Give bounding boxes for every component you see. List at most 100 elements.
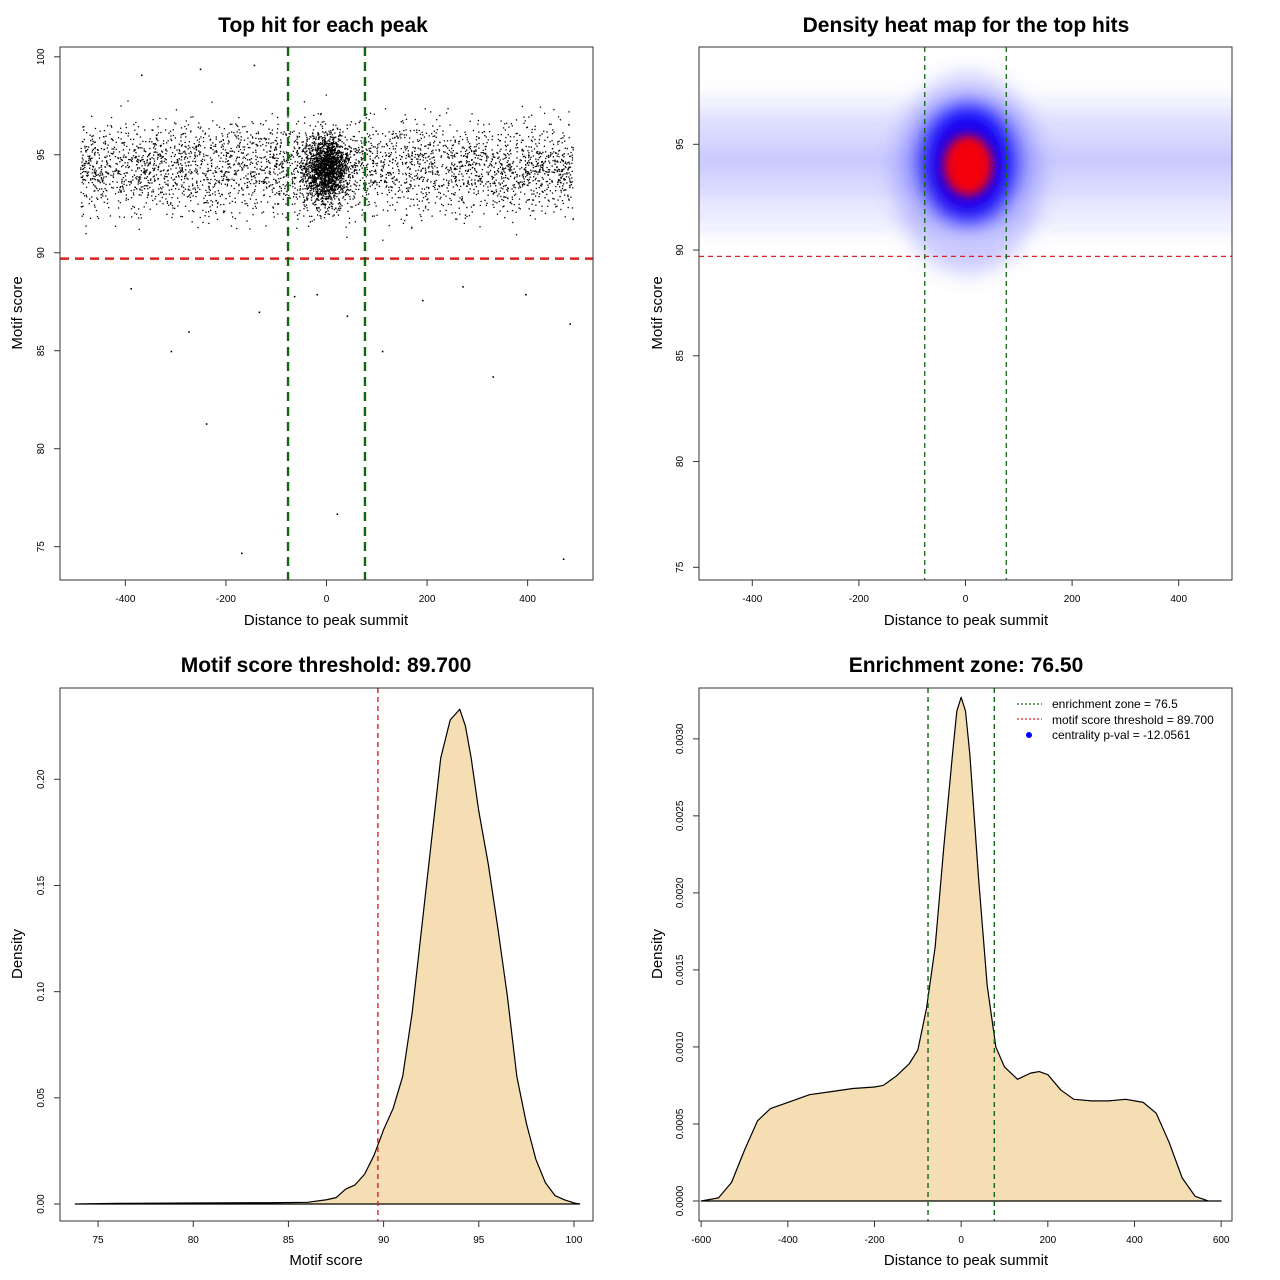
- data-point: [318, 211, 320, 213]
- data-point: [380, 169, 382, 171]
- data-point: [296, 141, 299, 144]
- data-point: [452, 193, 455, 195]
- data-point: [409, 137, 411, 139]
- data-point: [357, 150, 360, 152]
- data-point: [296, 150, 299, 152]
- data-point: [466, 156, 468, 158]
- data-point: [317, 196, 320, 198]
- data-point: [277, 174, 279, 176]
- data-point: [100, 170, 102, 173]
- data-point: [91, 181, 93, 184]
- data-point: [160, 150, 163, 152]
- data-point: [194, 152, 196, 154]
- data-point: [97, 180, 99, 182]
- data-point: [454, 167, 457, 170]
- data-point: [310, 183, 312, 185]
- data-point: [157, 132, 160, 134]
- data-point: [143, 187, 146, 190]
- data-point: [114, 170, 116, 172]
- data-point: [389, 140, 391, 142]
- data-point: [436, 196, 438, 198]
- data-point: [424, 145, 426, 147]
- data-point: [230, 225, 233, 227]
- data-point: [313, 162, 315, 164]
- data-point: [104, 166, 107, 168]
- data-point: [386, 194, 389, 196]
- data-point: [221, 193, 223, 195]
- data-point: [171, 204, 174, 207]
- data-point: [303, 201, 306, 203]
- data-point: [255, 182, 257, 184]
- data-point: [327, 150, 329, 152]
- data-point: [318, 199, 320, 201]
- data-point: [535, 160, 538, 163]
- data-point: [407, 166, 410, 168]
- data-point: [459, 213, 461, 215]
- data-point: [402, 222, 405, 224]
- data-point: [101, 172, 104, 175]
- data-point: [265, 158, 268, 160]
- data-point: [320, 151, 323, 153]
- data-point: [177, 162, 179, 164]
- data-point: [334, 188, 337, 190]
- data-point: [221, 144, 223, 146]
- data-point: [101, 160, 103, 162]
- data-point: [548, 156, 550, 158]
- data-point: [505, 155, 507, 157]
- data-point: [149, 138, 151, 140]
- data-point: [108, 155, 111, 157]
- data-point: [320, 177, 322, 179]
- data-point: [467, 153, 469, 155]
- data-point: [502, 167, 504, 169]
- data-point: [263, 189, 265, 191]
- data-point: [500, 187, 502, 189]
- data-point: [319, 214, 321, 217]
- data-point: [308, 165, 311, 167]
- data-point: [206, 176, 208, 179]
- data-point: [372, 174, 374, 176]
- data-point: [279, 172, 281, 174]
- data-point: [452, 150, 454, 152]
- data-point: [123, 183, 125, 186]
- data-point: [166, 150, 168, 152]
- data-point: [246, 177, 248, 180]
- data-point: [269, 195, 271, 198]
- data-point: [89, 134, 91, 136]
- data-point: [432, 125, 434, 127]
- data-point: [322, 147, 324, 150]
- data-point: [298, 147, 300, 150]
- data-point: [387, 210, 389, 212]
- data-point: [324, 169, 326, 171]
- data-point: [389, 204, 391, 207]
- data-point: [344, 166, 347, 168]
- data-point: [279, 150, 282, 153]
- data-point: [189, 147, 191, 149]
- data-point: [525, 164, 527, 166]
- data-point: [96, 215, 99, 218]
- data-point: [149, 171, 152, 174]
- data-point: [479, 154, 481, 156]
- data-point: [330, 151, 332, 153]
- data-point: [302, 188, 304, 190]
- data-point: [158, 183, 161, 186]
- data-point: [342, 197, 344, 199]
- data-point: [291, 131, 294, 133]
- data-point: [200, 126, 202, 128]
- data-point: [477, 179, 480, 182]
- data-point: [487, 139, 489, 141]
- data-point: [434, 173, 437, 175]
- data-point: [319, 147, 322, 149]
- data-point: [356, 171, 358, 174]
- data-point: [311, 215, 313, 218]
- data-point: [285, 203, 287, 205]
- data-point: [338, 185, 340, 187]
- data-point: [138, 180, 141, 182]
- data-point: [497, 171, 500, 173]
- data-point: [259, 168, 262, 171]
- data-point: [265, 177, 267, 179]
- data-point: [499, 166, 502, 168]
- data-point: [525, 176, 527, 178]
- data-point: [441, 203, 443, 206]
- data-point: [327, 150, 330, 153]
- data-point: [426, 199, 428, 201]
